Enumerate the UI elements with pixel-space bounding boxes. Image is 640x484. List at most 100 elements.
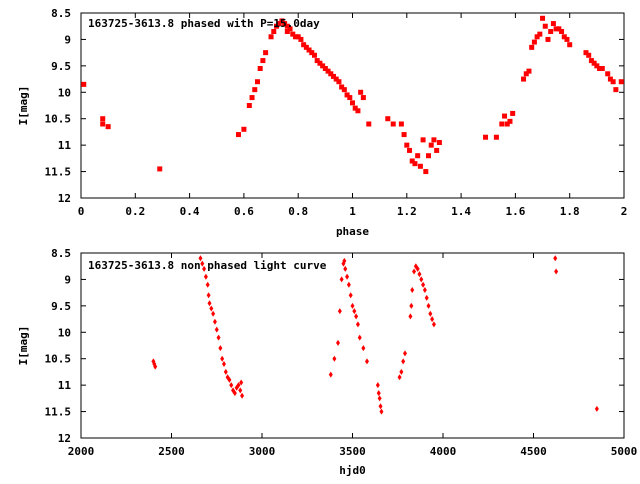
data-point xyxy=(618,79,624,85)
data-point xyxy=(597,66,603,71)
data-point xyxy=(523,71,529,77)
plot-frame-1 xyxy=(80,12,625,199)
y-tick-label: 8.5 xyxy=(51,247,71,260)
data-point xyxy=(105,124,111,130)
data-point xyxy=(209,305,214,312)
data-point xyxy=(537,31,543,37)
y-tick-label: 10 xyxy=(58,86,71,99)
data-point xyxy=(205,281,210,288)
x-tick-label: 1 xyxy=(349,205,356,218)
data-point xyxy=(216,334,221,341)
data-point xyxy=(409,158,415,164)
data-point xyxy=(240,392,245,399)
data-point xyxy=(431,137,437,143)
data-point xyxy=(320,63,326,69)
y-tick-label: 9.5 xyxy=(51,300,71,313)
data-point xyxy=(553,255,558,262)
data-point xyxy=(422,287,427,293)
data-point xyxy=(483,134,489,140)
data-point xyxy=(424,294,429,301)
data-point xyxy=(252,87,258,93)
data-point xyxy=(407,147,413,153)
data-point xyxy=(314,58,320,64)
data-point xyxy=(419,276,424,283)
data-point xyxy=(402,350,407,357)
data-point xyxy=(284,23,290,29)
data-point xyxy=(221,361,226,367)
data-point xyxy=(279,18,285,24)
x-axis-label: hjd0 xyxy=(339,464,366,477)
data-point xyxy=(613,87,619,93)
data-point xyxy=(336,79,342,85)
y-tick-label: 11 xyxy=(58,139,72,152)
data-point xyxy=(502,113,508,119)
y-tick-label: 9 xyxy=(64,33,71,46)
data-point xyxy=(347,95,353,101)
x-tick-label: 3000 xyxy=(249,445,276,458)
data-point xyxy=(203,273,208,280)
data-point xyxy=(301,42,307,48)
data-point xyxy=(309,50,315,56)
data-point xyxy=(510,110,516,116)
data-point xyxy=(361,345,366,352)
x-tick-label: 1.8 xyxy=(560,205,580,218)
data-point xyxy=(401,358,406,365)
x-tick-label: 0.2 xyxy=(125,205,145,218)
data-point xyxy=(207,300,212,307)
data-point xyxy=(545,36,551,42)
data-point xyxy=(610,79,616,85)
data-point xyxy=(567,42,573,48)
data-point xyxy=(246,103,252,108)
data-point xyxy=(428,310,433,317)
data-point xyxy=(328,371,333,378)
data-point xyxy=(236,382,241,389)
data-point xyxy=(548,29,554,34)
x-tick-label: 0.8 xyxy=(288,205,308,218)
data-point xyxy=(343,265,348,272)
x-tick-label: 0.6 xyxy=(234,205,254,218)
data-point xyxy=(430,316,435,323)
x-axis-label: phase xyxy=(336,225,369,238)
data-point xyxy=(239,379,244,386)
data-point xyxy=(586,52,592,58)
data-point xyxy=(599,66,605,71)
x-tick-label: 0 xyxy=(78,205,85,218)
data-point xyxy=(241,126,247,132)
data-point xyxy=(354,313,359,320)
data-point xyxy=(377,395,382,402)
x-tick-label: 1.6 xyxy=(505,205,525,218)
y-tick-label: 10.5 xyxy=(45,113,72,126)
data-point xyxy=(303,44,309,50)
data-point xyxy=(410,287,415,293)
data-point xyxy=(409,302,414,309)
data-point xyxy=(212,318,217,325)
data-point xyxy=(348,292,353,299)
data-point xyxy=(378,403,383,410)
data-point xyxy=(287,26,293,32)
y-axis-label: I[mag] xyxy=(17,86,30,126)
y-tick-label: 12 xyxy=(58,432,71,445)
chart-title: 163725-3613.8 non phased light curve xyxy=(88,259,327,272)
x-tick-label: 5000 xyxy=(611,445,638,458)
data-point xyxy=(325,68,331,74)
data-point xyxy=(366,121,372,127)
data-point xyxy=(379,408,384,415)
data-point xyxy=(346,281,351,288)
data-point xyxy=(534,34,540,40)
data-point xyxy=(436,140,442,145)
y-tick-label: 8.5 xyxy=(51,7,71,20)
data-point xyxy=(352,308,357,315)
x-tick-label: 3500 xyxy=(339,445,366,458)
data-point xyxy=(591,60,597,66)
data-point xyxy=(336,339,341,346)
data-point xyxy=(431,321,436,328)
data-point xyxy=(412,161,418,167)
data-point xyxy=(531,39,537,45)
data-point xyxy=(311,52,317,58)
data-point xyxy=(235,132,241,138)
data-point xyxy=(273,23,279,29)
data-point xyxy=(249,95,255,101)
data-point xyxy=(330,73,336,79)
data-point xyxy=(81,81,87,87)
data-point xyxy=(399,368,404,375)
